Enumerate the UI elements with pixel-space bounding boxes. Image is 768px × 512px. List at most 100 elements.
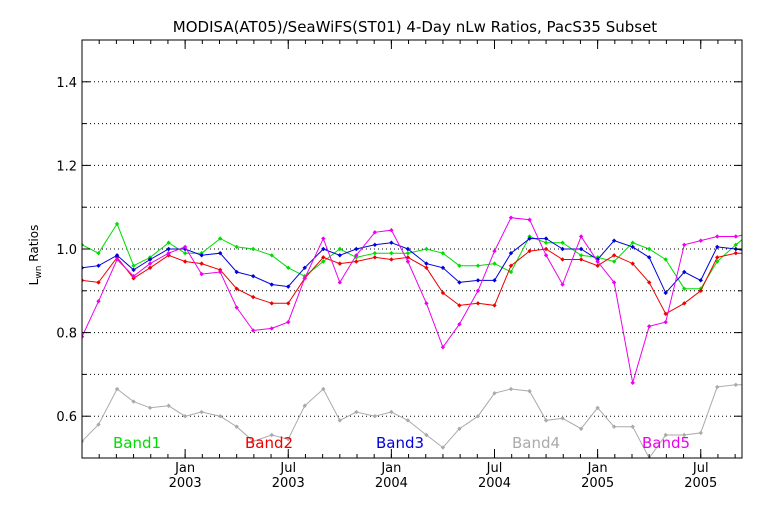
- point-band4-18: [389, 409, 394, 415]
- point-band2-11: [269, 301, 274, 306]
- point-band4-5: [166, 403, 171, 408]
- point-band4-17: [372, 414, 378, 419]
- point-band3-35: [682, 269, 687, 275]
- point-band5-0: [82, 334, 85, 339]
- point-band2-25: [508, 263, 514, 268]
- point-band2-12: [286, 301, 291, 306]
- point-band3-12: [286, 284, 291, 289]
- y-axis-label-rest: Ratios: [27, 225, 41, 266]
- point-band3-34: [663, 290, 668, 296]
- legend-item-band3: Band3: [376, 434, 424, 452]
- point-band4-15: [337, 418, 343, 423]
- point-band2-39: [744, 251, 748, 255]
- point-band3-19: [405, 246, 411, 252]
- point-band2-10: [250, 294, 256, 300]
- point-band5-3: [131, 273, 136, 279]
- point-band4-16: [354, 409, 359, 415]
- y-axis-label-main: L: [27, 278, 41, 285]
- point-band5-31: [611, 280, 617, 285]
- point-band5-24: [492, 248, 497, 254]
- legend-item-band1: Band1: [113, 434, 161, 452]
- point-band5-34: [663, 319, 668, 325]
- y-tick-label-1: 0.8: [56, 327, 77, 342]
- point-band4-21: [440, 445, 446, 450]
- x-tick-year-5: 2005: [684, 476, 717, 491]
- point-band4-1: [96, 422, 101, 427]
- point-band4-35: [682, 432, 687, 438]
- point-band1-22: [457, 263, 462, 268]
- point-band5-38: [733, 234, 739, 239]
- point-band2-14: [321, 255, 326, 260]
- point-band5-6: [182, 244, 188, 250]
- point-band5-27: [543, 253, 549, 258]
- point-band2-38: [733, 250, 739, 256]
- point-band5-2: [114, 257, 120, 262]
- point-band4-9: [234, 424, 239, 429]
- point-band5-39: [744, 232, 748, 236]
- point-band3-0: [82, 265, 85, 271]
- point-band2-7: [199, 261, 204, 266]
- point-band4-8: [217, 414, 223, 419]
- point-band5-16: [354, 253, 359, 258]
- point-band4-2: [114, 386, 120, 392]
- point-band3-21: [440, 265, 446, 271]
- point-band1-31: [611, 259, 617, 264]
- point-band3-10: [250, 273, 256, 279]
- series-band5: [82, 215, 748, 385]
- x-tick-month-3: Jul: [486, 461, 503, 476]
- point-band3-29: [578, 246, 584, 252]
- point-band1-23: [475, 263, 481, 268]
- point-band4-34: [663, 432, 668, 438]
- legend: Band1 Band2 Band3 Band4 Band5: [113, 434, 690, 452]
- point-band5-35: [682, 242, 687, 248]
- point-band4-12: [286, 436, 291, 442]
- point-band5-28: [560, 282, 565, 287]
- point-band5-22: [457, 322, 462, 327]
- x-tick-month-5: Jul: [692, 461, 709, 476]
- point-band5-8: [217, 269, 223, 275]
- point-band3-9: [234, 269, 239, 275]
- point-band4-36: [698, 430, 703, 436]
- point-band1-17: [372, 250, 378, 256]
- series-band3: [82, 236, 748, 296]
- point-band5-32: [630, 380, 635, 385]
- point-band3-31: [611, 238, 617, 243]
- point-band3-36: [698, 278, 703, 283]
- point-band4-25: [508, 386, 514, 392]
- point-band3-4: [147, 257, 153, 262]
- series-line-band5: [82, 217, 742, 383]
- point-band4-3: [131, 399, 136, 404]
- point-band1-6: [182, 250, 188, 256]
- x-tick-month-0: Jan: [174, 461, 195, 476]
- point-band4-10: [250, 439, 256, 444]
- point-band2-23: [475, 301, 481, 306]
- point-band1-25: [508, 269, 514, 275]
- point-band3-23: [475, 278, 481, 283]
- point-band2-15: [337, 261, 343, 266]
- point-band5-30: [595, 259, 600, 264]
- point-band1-19: [405, 250, 411, 256]
- point-band3-26: [527, 236, 532, 241]
- point-band3-22: [457, 280, 462, 285]
- point-band1-3: [131, 263, 136, 268]
- point-band2-33: [646, 280, 652, 285]
- point-band2-16: [354, 259, 359, 264]
- point-band2-37: [715, 255, 720, 260]
- point-band3-28: [560, 246, 565, 252]
- point-band3-2: [114, 253, 120, 258]
- point-band3-8: [217, 250, 223, 256]
- point-band3-39: [744, 249, 748, 253]
- point-band5-33: [646, 324, 652, 329]
- point-band1-5: [166, 240, 171, 245]
- point-band4-0: [82, 439, 85, 444]
- point-band2-6: [182, 259, 188, 264]
- point-band4-38: [733, 382, 739, 388]
- point-band4-37: [715, 384, 720, 390]
- point-band1-15: [337, 246, 343, 252]
- point-band3-16: [354, 246, 359, 252]
- point-band2-30: [595, 263, 600, 268]
- point-band5-25: [508, 215, 514, 220]
- y-tick-label-2: 1.0: [56, 243, 77, 258]
- y-tick-label-0: 0.6: [56, 410, 77, 425]
